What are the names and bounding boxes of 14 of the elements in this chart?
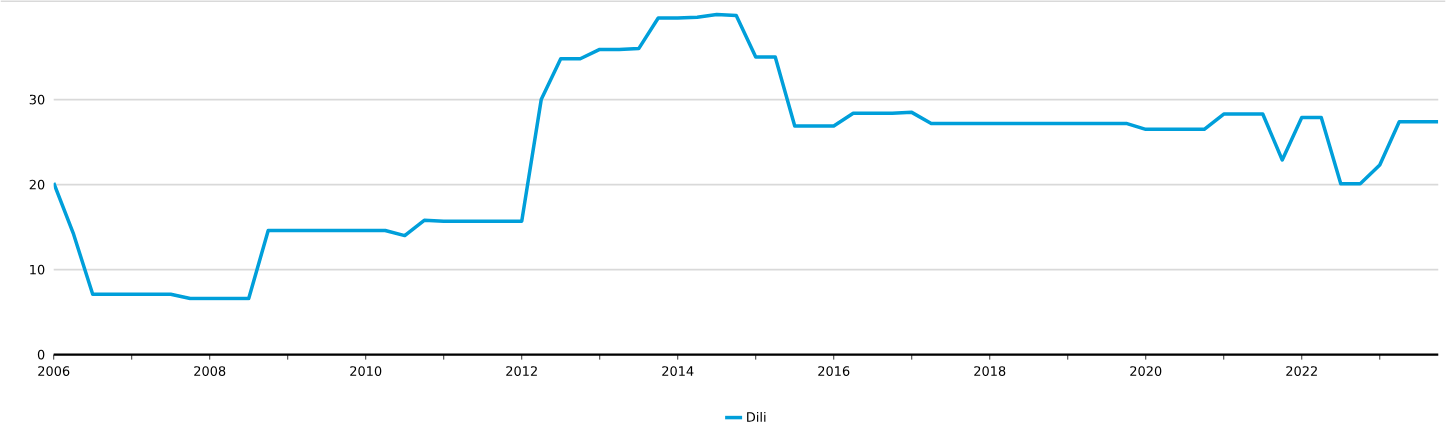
x-tick-label: 2010	[350, 366, 382, 377]
x-tick-label: 2012	[506, 366, 537, 377]
y-tick-label: 0	[37, 349, 45, 360]
y-tick-label: 20	[29, 179, 45, 190]
x-tick-label: 2020	[1130, 366, 1162, 377]
x-tick-label: 2006	[38, 366, 70, 377]
x-tick-label: 2018	[974, 366, 1006, 377]
y-tick-label: 30	[29, 94, 45, 105]
x-tick-label: 2022	[1286, 366, 1317, 377]
legend-label: Dili	[747, 412, 766, 422]
y-tick-label: 10	[30, 264, 45, 275]
x-tick-label: 2014	[662, 366, 694, 377]
x-tick-label: 2016	[818, 366, 850, 377]
x-tick-label: 2008	[194, 366, 226, 377]
